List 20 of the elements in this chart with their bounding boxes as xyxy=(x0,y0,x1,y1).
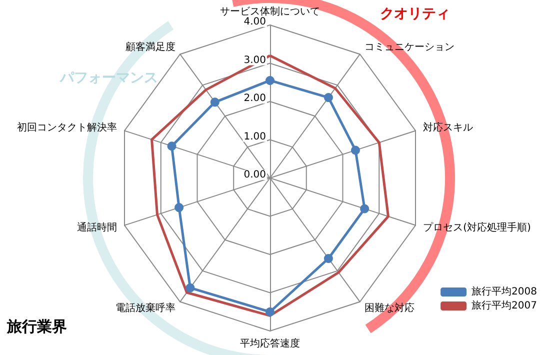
text: 旅行業界 xyxy=(6,318,67,336)
y-tick-label: 0.00 xyxy=(244,170,266,180)
spoke-label: 平均応答速度 xyxy=(240,338,300,350)
spoke-label: 初回コンタクト解決率 xyxy=(16,122,117,134)
spoke-label: 対応スキル xyxy=(423,122,474,134)
legend-label: 旅行平均2007 xyxy=(472,300,538,312)
spoke-label: プロセス(対応処理手順) xyxy=(423,221,532,234)
text: パフォーマンス xyxy=(59,70,158,86)
legend-label: 旅行平均2008 xyxy=(472,286,538,298)
text: クオリティ xyxy=(380,6,450,22)
spoke-label: 電話放棄呼率 xyxy=(115,302,176,314)
y-tick-label: 2.00 xyxy=(244,93,266,104)
y-tick-label: 1.00 xyxy=(244,131,266,142)
spoke-label: コミュニケーション xyxy=(364,42,455,54)
spoke-label: サービス体制について xyxy=(220,6,320,18)
spoke-label: 顧客満足度 xyxy=(125,41,176,54)
spoke-label: 通話時間 xyxy=(76,221,117,234)
y-tick-label: 4.00 xyxy=(244,16,266,28)
y-tick-label: 3.00 xyxy=(244,54,266,66)
spoke-label: 困難な対応 xyxy=(364,302,415,314)
